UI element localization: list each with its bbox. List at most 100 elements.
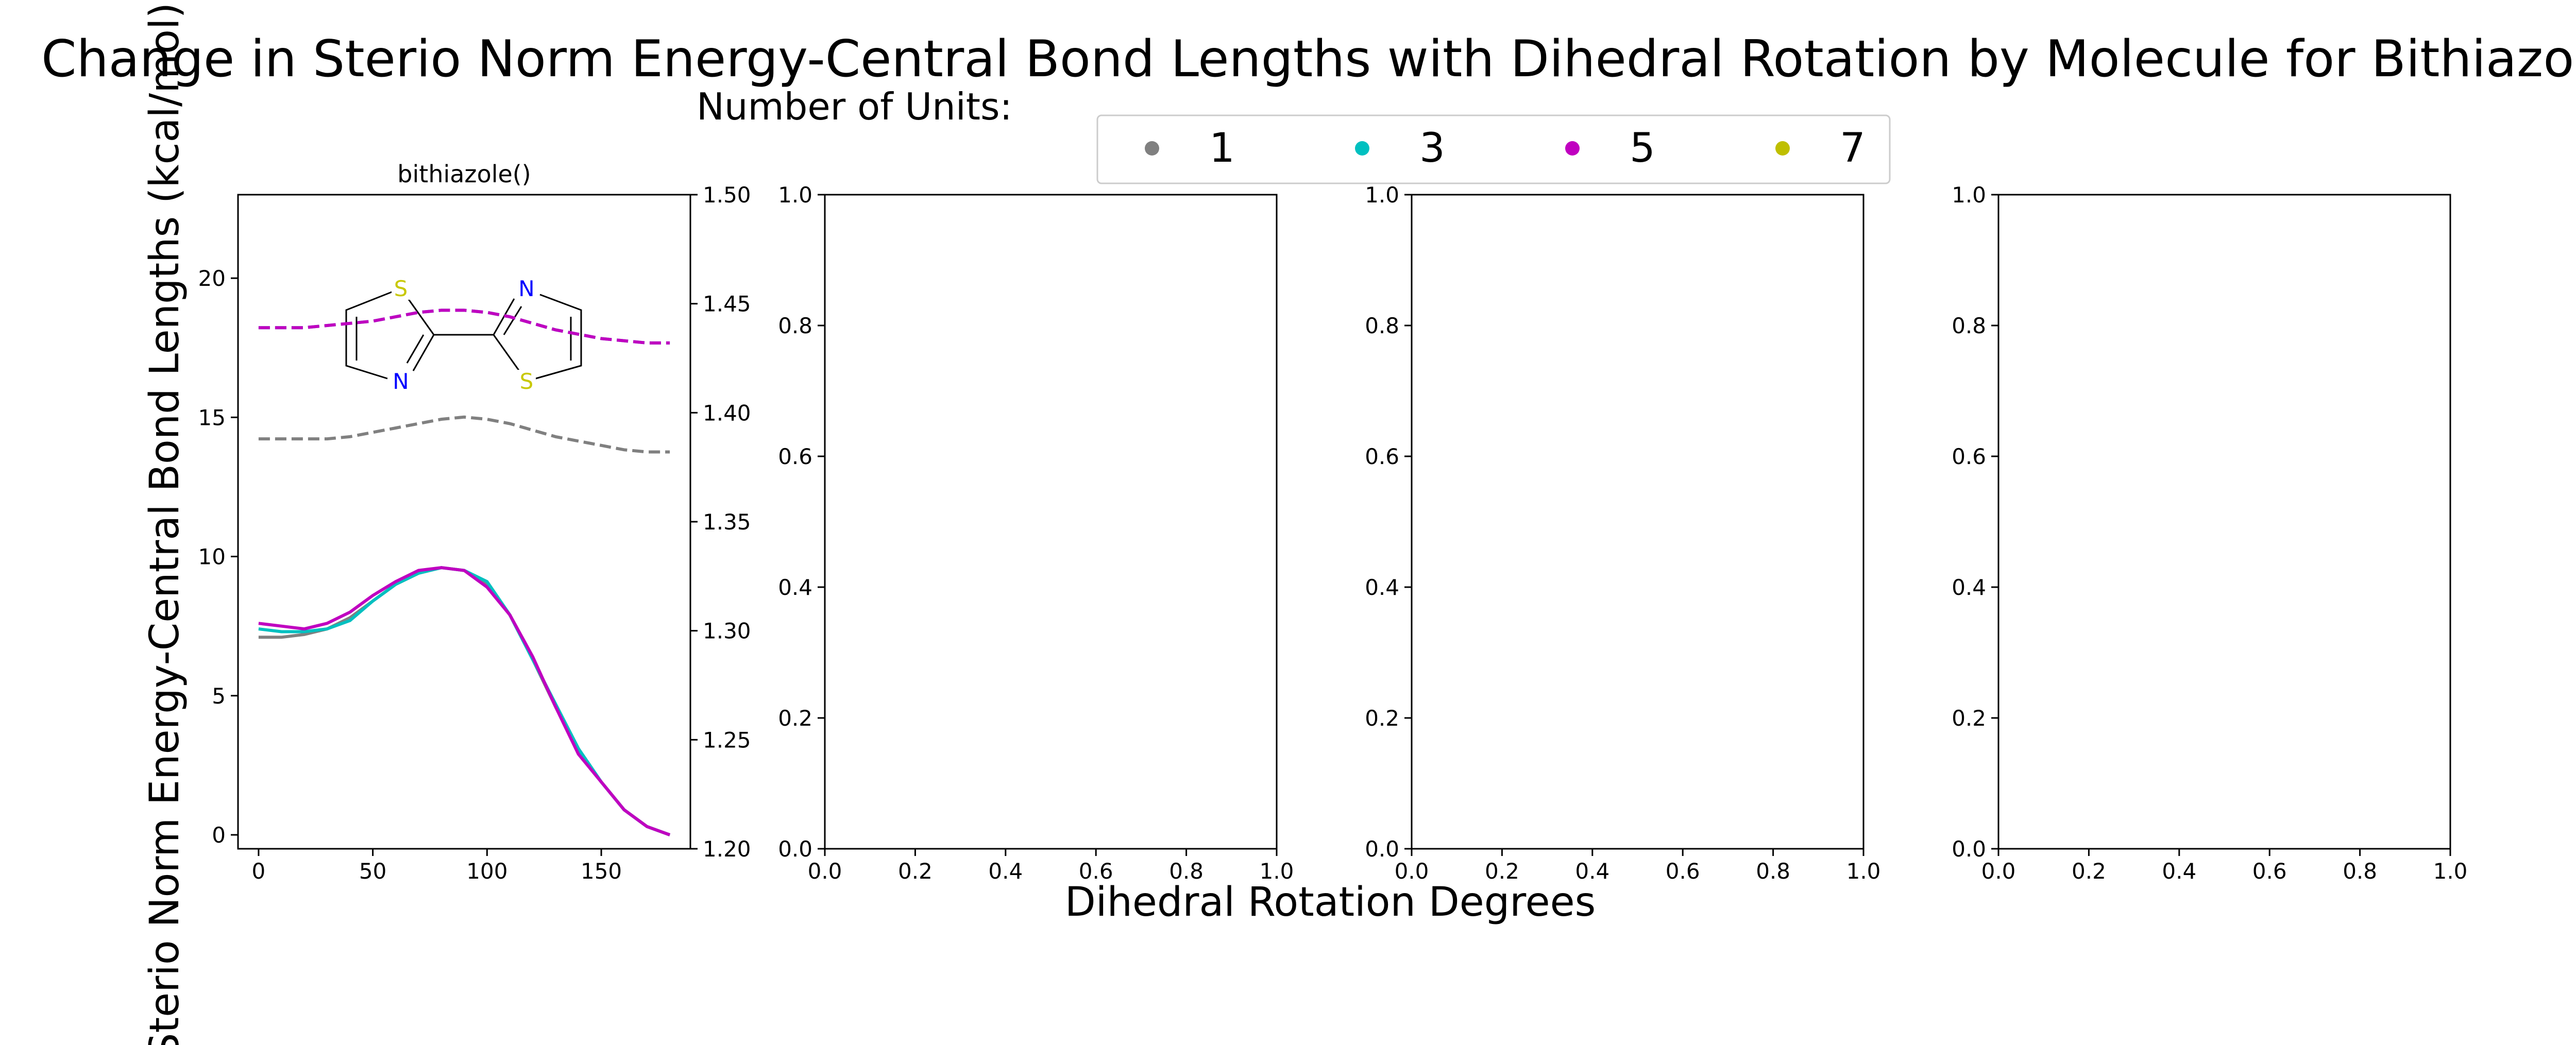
- atom-N-2: N: [518, 276, 534, 301]
- x-axis-label: Dihedral Rotation Degrees: [1065, 879, 1596, 926]
- y-tick-label: 0: [212, 823, 226, 848]
- legend-marker-7: [1775, 141, 1790, 156]
- axes-frame: [824, 194, 1278, 850]
- atom-S-3: S: [520, 369, 534, 394]
- subplot-2: 0.0 0.2 0.4 0.6 0.8 1.0 0.0 0.2 0.4 0.6 0.8 1.0: [778, 182, 1294, 884]
- x-tick-label: 0.0: [1981, 859, 2016, 884]
- y-tick-label: 15: [198, 405, 226, 430]
- legend-marker-3: [1355, 141, 1369, 156]
- x-tick-label: 0.6: [1666, 859, 1700, 884]
- atom-bg: [392, 277, 410, 300]
- bond-length-line-1: [258, 415, 670, 454]
- x-tick-label: 0.0: [808, 859, 842, 884]
- y-tick-label: 0.6: [1952, 444, 1986, 469]
- legend-box: [1096, 114, 1891, 184]
- legend-entry-5: 5: [1565, 125, 1655, 172]
- y-tick-label: 0.8: [1952, 313, 1986, 338]
- y-tick-label: 20: [198, 266, 226, 291]
- x-tick-label: 0.8: [1169, 859, 1204, 884]
- y2-tick-label: 1.45: [703, 292, 751, 317]
- y-tick-label: 0.2: [1365, 706, 1399, 731]
- bond: [503, 306, 522, 335]
- y2-tick-label: 1.20: [703, 836, 751, 862]
- legend-marker-5: [1565, 141, 1580, 156]
- x-tick-label: 0.8: [1756, 859, 1790, 884]
- x-tick-label: 0.8: [2343, 859, 2377, 884]
- atom-S-0: S: [394, 276, 408, 301]
- y-tick-label: 0.0: [1365, 836, 1399, 862]
- legend-label-7: 7: [1840, 125, 1866, 172]
- energy-line-1: [258, 566, 671, 836]
- x-tick-label: 1.0: [2433, 859, 2468, 884]
- y-tick-label: 0.8: [778, 313, 812, 338]
- x-tick-label: 0.0: [1395, 859, 1429, 884]
- legend-label-1: 1: [1209, 125, 1235, 172]
- y2-tick-label: 1.30: [703, 619, 751, 644]
- axes-frame: [1411, 194, 1865, 850]
- legend-label-5: 5: [1630, 125, 1655, 172]
- x-tick-label: 0.4: [988, 859, 1023, 884]
- legend-entries: 1 3 5 7: [1145, 125, 1866, 172]
- x-tick-label: 0.6: [1079, 859, 1113, 884]
- legend-entry-3: 3: [1355, 125, 1445, 172]
- x-tick-label: 0.2: [898, 859, 933, 884]
- legend-marker-1: [1145, 141, 1159, 156]
- y-tick-label: 0.0: [1952, 836, 1986, 862]
- subplot-3: 0.0 0.2 0.4 0.6 0.8 1.0 0.0 0.2 0.4 0.6 0.8 1.0: [1365, 182, 1880, 884]
- legend: 1 3 5 7: [1096, 114, 1891, 184]
- y-tick-label: 5: [212, 683, 226, 709]
- y-tick-label: 0.2: [778, 706, 812, 731]
- y-tick-label: 1.0: [1952, 182, 1986, 208]
- x-tick-label: 0.2: [2072, 859, 2106, 884]
- legend-label-3: 3: [1419, 125, 1445, 172]
- y-tick-label: 0.4: [1365, 575, 1399, 600]
- energy-line-5: [258, 566, 671, 836]
- y-tick-label: 0.2: [1952, 706, 1986, 731]
- x-tick-label: 150: [581, 859, 622, 884]
- y-tick-label: 0.4: [778, 575, 812, 600]
- atom-bg: [392, 370, 410, 392]
- x-tick-label: 0.2: [1485, 859, 1519, 884]
- y-tick-label: 0.6: [1365, 444, 1399, 469]
- energy-line-3: [258, 566, 671, 836]
- subplots: 0 50 100 150 0 5 10 15 20 bithiazole() 1.20 1.25 1.3…: [198, 160, 2468, 884]
- subplot-title: bithiazole(): [397, 160, 531, 188]
- legend-entry-7: 7: [1775, 125, 1866, 172]
- y2-tick-label: 1.40: [703, 400, 751, 425]
- subplot-4: 0.0 0.2 0.4 0.6 0.8 1.0 0.0 0.2 0.4 0.6 0.8 1.0: [1952, 182, 2467, 884]
- y-tick-label: 1.0: [1365, 182, 1399, 208]
- bond: [345, 287, 401, 380]
- molecule-structure: S N N S: [345, 276, 582, 394]
- axes-frame: [1997, 194, 2451, 850]
- x-tick-label: 0: [252, 859, 266, 884]
- atom-bg: [517, 370, 536, 392]
- y-tick-label: 0.6: [778, 444, 812, 469]
- y-axis-label: Sterio Norm Energy-Central Bond Lengths …: [142, 3, 188, 1045]
- y2-tick-label: 1.50: [703, 182, 751, 208]
- subplot-1: 0 50 100 150 0 5 10 15 20 bithiazole() 1.20 1.25 1.3…: [198, 160, 751, 884]
- legend-title: Number of Units:: [697, 85, 1012, 128]
- x-tick-label: 1.0: [1846, 859, 1881, 884]
- x-tick-label: 0.6: [2252, 859, 2287, 884]
- y-tick-label: 0.0: [778, 836, 812, 862]
- chart-title: Change in Sterio Norm Energy-Central Bon…: [41, 30, 2576, 89]
- bond: [406, 334, 425, 364]
- axes-frame: [237, 194, 691, 850]
- y-tick-label: 1.0: [778, 182, 812, 208]
- x-tick-label: 1.0: [1260, 859, 1294, 884]
- y-tick-label: 0.4: [1952, 575, 1986, 600]
- atom-N-1: N: [393, 369, 409, 394]
- y-tick-label: 0.8: [1365, 313, 1399, 338]
- x-tick-label: 100: [466, 859, 507, 884]
- bond-length-line-5: [258, 309, 670, 345]
- y-tick-label: 10: [198, 544, 226, 570]
- y2-tick-label: 1.35: [703, 509, 751, 535]
- atom-bg: [517, 277, 536, 300]
- x-tick-label: 0.4: [2162, 859, 2196, 884]
- bond: [526, 294, 582, 382]
- legend-entry-1: 1: [1145, 125, 1235, 172]
- x-tick-label: 0.4: [1575, 859, 1609, 884]
- x-tick-label: 50: [359, 859, 386, 884]
- bond: [493, 298, 528, 382]
